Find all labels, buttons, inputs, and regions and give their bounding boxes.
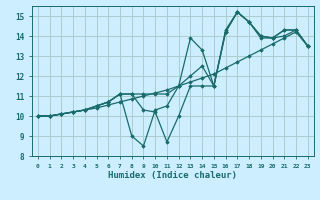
X-axis label: Humidex (Indice chaleur): Humidex (Indice chaleur) — [108, 171, 237, 180]
